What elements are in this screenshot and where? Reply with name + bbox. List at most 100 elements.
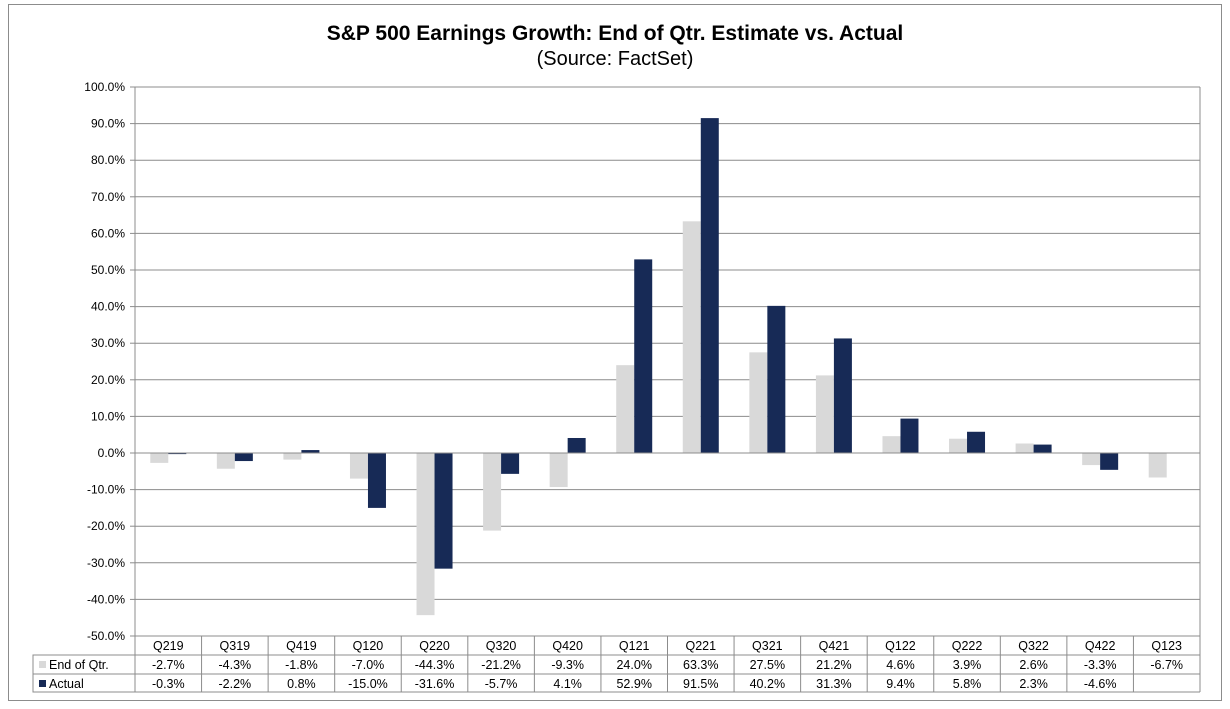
data-table-value: 4.6% <box>886 658 915 672</box>
data-table-value: 9.4% <box>886 677 915 691</box>
x-category-label: Q121 <box>619 639 650 653</box>
data-table-value: -4.6% <box>1084 677 1117 691</box>
data-table-value: 91.5% <box>683 677 718 691</box>
bar-estimate-Q320 <box>483 453 502 531</box>
y-tick-label: 20.0% <box>91 373 125 387</box>
bar-estimate-Q122 <box>882 436 901 453</box>
data-table-value: 21.2% <box>816 658 851 672</box>
y-tick-label: 0.0% <box>98 446 126 460</box>
data-table-value: -15.0% <box>348 677 388 691</box>
y-tick-label: 50.0% <box>91 263 125 277</box>
data-table-value: -5.7% <box>485 677 518 691</box>
bar-actual-Q421 <box>833 338 852 453</box>
data-table-value: -44.3% <box>415 658 455 672</box>
data-table-value: -2.2% <box>219 677 252 691</box>
bar-actual-Q419 <box>301 450 320 453</box>
bar-actual-Q320 <box>501 453 520 474</box>
bar-estimate-Q220 <box>416 453 435 616</box>
bar-estimate-Q123 <box>1148 453 1167 478</box>
legend-swatch-estimate <box>39 661 46 668</box>
x-category-label: Q322 <box>1018 639 1049 653</box>
x-category-label: Q123 <box>1151 639 1182 653</box>
data-table-value: 40.2% <box>750 677 785 691</box>
y-tick-label: -40.0% <box>87 592 125 606</box>
y-tick-label: -50.0% <box>87 629 125 643</box>
x-category-label: Q422 <box>1085 639 1116 653</box>
bar-actual-Q322 <box>1033 444 1052 453</box>
x-category-label: Q120 <box>353 639 384 653</box>
data-table-value: -9.3% <box>551 658 584 672</box>
bar-actual-Q422 <box>1100 453 1119 470</box>
data-table-value: 0.8% <box>287 677 316 691</box>
y-tick-label: 30.0% <box>91 336 125 350</box>
bar-estimate-Q422 <box>1082 453 1101 466</box>
data-table-value: -31.6% <box>415 677 455 691</box>
bar-estimate-Q321 <box>749 352 768 453</box>
chart-title: S&P 500 Earnings Growth: End of Qtr. Est… <box>327 22 903 45</box>
y-tick-label: -20.0% <box>87 519 125 533</box>
x-category-label: Q122 <box>885 639 916 653</box>
data-table-value: -6.7% <box>1150 658 1183 672</box>
x-category-label: Q420 <box>552 639 583 653</box>
data-table-value: -3.3% <box>1084 658 1117 672</box>
data-table-value: -0.3% <box>152 677 185 691</box>
x-category-label: Q221 <box>685 639 716 653</box>
data-table-value: 3.9% <box>953 658 982 672</box>
bar-actual-Q219 <box>168 453 187 455</box>
x-category-label: Q319 <box>220 639 251 653</box>
bar-actual-Q120 <box>367 453 386 508</box>
y-tick-label: -10.0% <box>87 483 125 497</box>
x-category-label: Q419 <box>286 639 317 653</box>
bar-actual-Q220 <box>434 453 453 569</box>
legend-label-actual: Actual <box>49 677 84 691</box>
bar-estimate-Q420 <box>549 453 568 488</box>
bar-estimate-Q419 <box>283 453 302 460</box>
data-table-value: -2.7% <box>152 658 185 672</box>
bar-actual-Q222 <box>967 431 986 453</box>
data-table-value: -4.3% <box>219 658 252 672</box>
bar-actual-Q319 <box>234 453 253 462</box>
chart-subtitle: (Source: FactSet) <box>537 48 694 70</box>
bar-estimate-Q221 <box>682 221 701 453</box>
legend-swatch-actual <box>39 680 46 687</box>
bar-estimate-Q319 <box>216 453 235 469</box>
bar-estimate-Q121 <box>616 365 635 453</box>
x-category-label: Q220 <box>419 639 450 653</box>
data-table-value: 2.6% <box>1019 658 1048 672</box>
y-tick-label: 90.0% <box>91 117 125 131</box>
x-category-label: Q321 <box>752 639 783 653</box>
chart-frame <box>8 4 1222 701</box>
x-category-label: Q222 <box>952 639 983 653</box>
bar-actual-Q321 <box>767 305 786 453</box>
data-table-value: 5.8% <box>953 677 982 691</box>
y-tick-label: 40.0% <box>91 300 125 314</box>
bar-estimate-Q219 <box>150 453 169 463</box>
data-table-value: -7.0% <box>352 658 385 672</box>
y-tick-label: 60.0% <box>91 226 125 240</box>
data-table-value: 4.1% <box>553 677 582 691</box>
bar-estimate-Q322 <box>1015 443 1034 453</box>
bar-actual-Q121 <box>634 259 653 453</box>
data-table-value: -21.2% <box>481 658 521 672</box>
x-category-label: Q421 <box>819 639 850 653</box>
bar-estimate-Q222 <box>949 438 968 453</box>
bar-actual-Q122 <box>900 418 919 453</box>
y-tick-label: 70.0% <box>91 190 125 204</box>
bar-estimate-Q120 <box>349 453 368 479</box>
bar-actual-Q221 <box>700 118 719 454</box>
data-table-value: 52.9% <box>616 677 651 691</box>
y-tick-label: 100.0% <box>84 80 125 94</box>
y-tick-label: 80.0% <box>91 153 125 167</box>
data-table-value: 24.0% <box>616 658 651 672</box>
data-table-value: -1.8% <box>285 658 318 672</box>
bar-estimate-Q421 <box>815 375 834 453</box>
legend-label-estimate: End of Qtr. <box>49 658 109 672</box>
x-category-label: Q320 <box>486 639 517 653</box>
x-category-label: Q219 <box>153 639 184 653</box>
data-table-value: 63.3% <box>683 658 718 672</box>
data-table-value: 31.3% <box>816 677 851 691</box>
y-tick-label: 10.0% <box>91 409 125 423</box>
bar-actual-Q420 <box>567 437 586 453</box>
data-table-value: 27.5% <box>750 658 785 672</box>
